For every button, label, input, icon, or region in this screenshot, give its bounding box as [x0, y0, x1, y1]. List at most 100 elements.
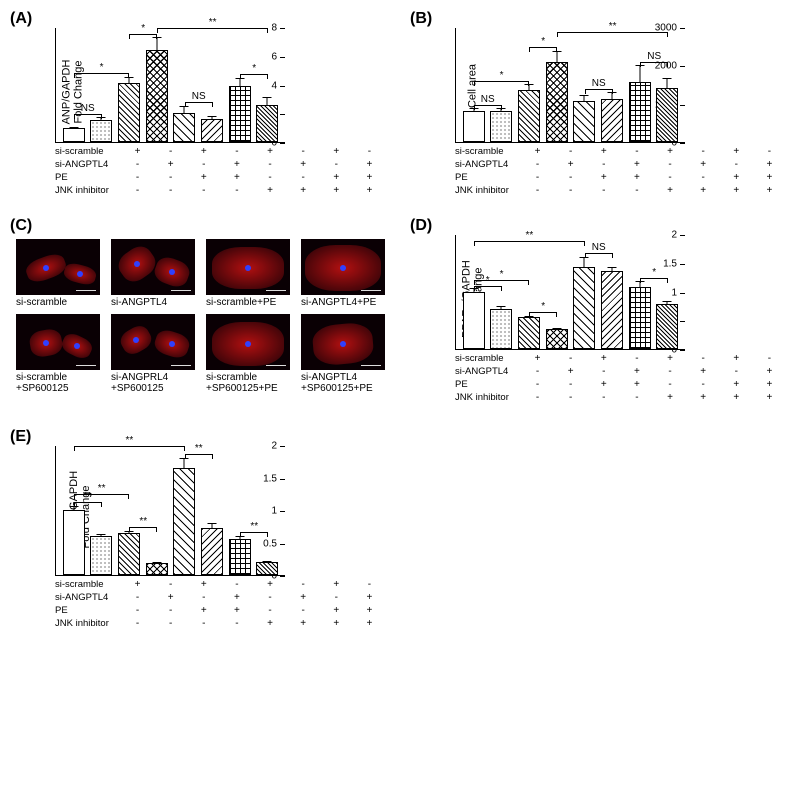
bar: [256, 562, 278, 575]
treatment-cell: -: [659, 159, 681, 170]
treatment-cell: -: [527, 379, 549, 390]
panel-a: (A) ANP/GAPDH Fold Change02468NS**NS*** …: [10, 10, 390, 197]
treatment-cell: -: [259, 592, 281, 603]
sig-annotation: NS: [192, 91, 206, 102]
bar: [201, 119, 223, 142]
treatment-cell: +: [560, 159, 582, 170]
treatment-cell: -: [527, 172, 549, 183]
treatment-cell: +: [292, 159, 314, 170]
treatment-cell: +: [259, 146, 281, 157]
treatment-cell: -: [292, 579, 314, 590]
treatment-cell: -: [692, 172, 714, 183]
treatment-cell: +: [758, 185, 780, 196]
bar: [490, 111, 512, 142]
panel-e: (E) ANGPTL4/GAPDH Fold Change00.511.52**…: [10, 428, 390, 630]
treatment-cell: +: [725, 353, 747, 364]
treatment-cell: +: [226, 172, 248, 183]
bar: [118, 533, 140, 575]
micrograph-image: [111, 314, 195, 370]
sig-annotation: *: [100, 62, 104, 73]
treatment-cell: -: [692, 146, 714, 157]
treatment-cell: +: [593, 146, 615, 157]
treatment-cell: -: [593, 392, 615, 403]
treatment-cell: -: [692, 353, 714, 364]
treatment-cell: +: [325, 172, 347, 183]
panel-c-label: (C): [10, 217, 32, 235]
treatment-cell: +: [593, 379, 615, 390]
y-tick-label: 2: [671, 230, 677, 241]
treatment-cell: -: [560, 353, 582, 364]
treatment-cell: +: [325, 146, 347, 157]
treatment-cell: +: [193, 172, 215, 183]
treatment-cell: +: [160, 592, 182, 603]
treatment-label: si-ANGPTL4: [55, 159, 117, 170]
treatment-cell: -: [259, 605, 281, 616]
treatment-cell: +: [758, 159, 780, 170]
treatment-cell: +: [626, 172, 648, 183]
micrograph-cell: si-scramble: [16, 239, 105, 308]
treatment-label: si-ANGPTL4: [55, 592, 117, 603]
micrograph-image: [206, 314, 290, 370]
bar: [63, 510, 85, 575]
treatment-cell: -: [226, 618, 248, 629]
bar: [256, 105, 278, 142]
treatment-cell: +: [226, 592, 248, 603]
treatment-label: JNK inhibitor: [455, 392, 517, 403]
bar: [546, 329, 568, 349]
bar: [601, 271, 623, 349]
treatment-cell: -: [626, 392, 648, 403]
treatment-cell: -: [226, 146, 248, 157]
treatment-cell: +: [226, 605, 248, 616]
treatment-cell: +: [325, 618, 347, 629]
bar: [201, 528, 223, 575]
sig-annotation: *: [652, 267, 656, 278]
panel-d-treatments: si-scramble+-+-+-+-si-ANGPTL4-+-+-+-+PE-…: [455, 352, 790, 404]
treatment-cell: +: [358, 592, 380, 603]
treatment-cell: -: [193, 185, 215, 196]
treatment-cell: +: [593, 353, 615, 364]
panel-d-chart: PPARα/GAPDH Fold Change00.511.52***NS***: [455, 235, 790, 350]
sig-annotation: **: [525, 230, 533, 241]
treatment-cell: +: [725, 146, 747, 157]
bar: [90, 536, 112, 575]
treatment-cell: +: [358, 159, 380, 170]
treatment-cell: +: [692, 392, 714, 403]
treatment-cell: +: [626, 379, 648, 390]
treatment-cell: +: [358, 618, 380, 629]
treatment-cell: +: [358, 605, 380, 616]
treatment-cell: -: [692, 379, 714, 390]
treatment-cell: -: [160, 146, 182, 157]
micrograph-cell: si-scramble +SP600125: [16, 314, 105, 394]
treatment-cell: -: [560, 172, 582, 183]
treatment-cell: +: [325, 185, 347, 196]
treatment-row: PE--++--++: [455, 171, 790, 184]
treatment-cell: -: [127, 159, 149, 170]
treatment-label: JNK inhibitor: [455, 185, 517, 196]
treatment-cell: -: [358, 146, 380, 157]
treatment-cell: -: [160, 185, 182, 196]
micrograph-label: si-scramble: [16, 297, 105, 308]
treatment-cell: -: [659, 172, 681, 183]
treatment-cell: -: [527, 185, 549, 196]
treatment-cell: +: [259, 579, 281, 590]
micrograph-cell: si-scramble +SP600125+PE: [206, 314, 295, 394]
panel-d-label: (D): [410, 217, 432, 235]
treatment-cell: +: [758, 392, 780, 403]
treatment-cell: -: [758, 353, 780, 364]
panel-e-chart: ANGPTL4/GAPDH Fold Change00.511.52******…: [55, 446, 390, 576]
treatment-cell: -: [193, 618, 215, 629]
panel-c-micrographs: si-scramblesi-ANGPTL4si-scramble+PEsi-AN…: [16, 239, 390, 394]
bar: [656, 304, 678, 349]
treatment-cell: -: [160, 605, 182, 616]
treatment-cell: +: [560, 366, 582, 377]
sig-annotation: **: [125, 435, 133, 446]
b-plot: 0100020003000NS**NSNS**: [455, 28, 685, 143]
panel-a-chart: ANP/GAPDH Fold Change02468NS**NS***: [55, 28, 390, 143]
treatment-cell: +: [193, 146, 215, 157]
treatment-cell: -: [659, 379, 681, 390]
bar: [573, 101, 595, 142]
treatment-cell: -: [127, 592, 149, 603]
treatment-row: si-scramble+-+-+-+-: [55, 578, 390, 591]
treatment-cell: +: [758, 379, 780, 390]
treatment-cell: +: [160, 159, 182, 170]
